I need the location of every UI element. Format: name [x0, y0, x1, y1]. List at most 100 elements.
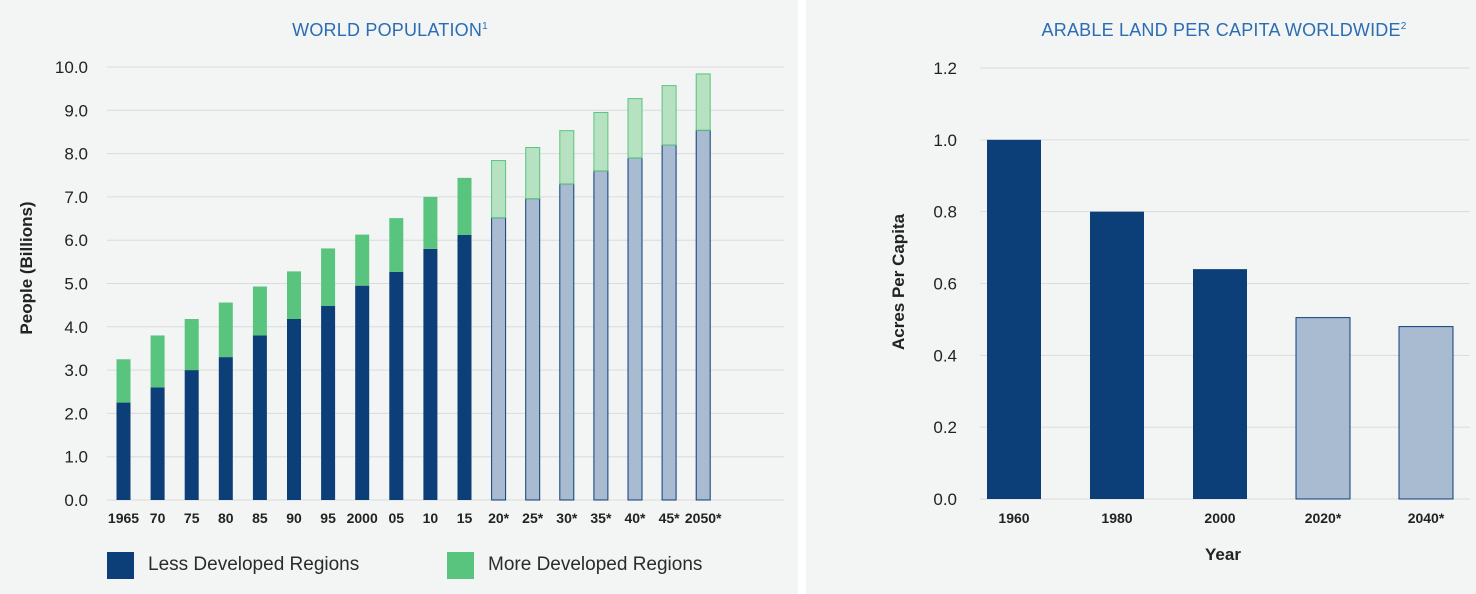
- bar-more-developed: [559, 130, 575, 185]
- world-population-x-tick: 20*: [488, 510, 510, 526]
- world-population-x-tick: 15: [457, 510, 473, 526]
- arable-land-x-tick: 2000: [1204, 510, 1235, 526]
- world-population-x-tick: 2050*: [685, 510, 722, 526]
- arable-land-x-tick: 1980: [1101, 510, 1132, 526]
- arable-land-x-axis-label: Year: [1205, 545, 1241, 564]
- bar-less-developed: [252, 335, 267, 500]
- bar-arable-land: [1090, 211, 1144, 499]
- world-population-x-tick: 40*: [624, 510, 646, 526]
- world-population-x-tick: 80: [218, 510, 234, 526]
- arable-land-x-tick: 2020*: [1305, 510, 1342, 526]
- world-population-panel: WORLD POPULATION1 People (Billions) 0.0 1…: [0, 0, 798, 594]
- bar-less-developed: [627, 157, 643, 501]
- legend-less-developed-label: Less Developed Regions: [148, 554, 360, 575]
- world-population-title-text: WORLD POPULATION: [292, 20, 482, 40]
- world-population-x-tick: 70: [150, 510, 166, 526]
- arable-land-y-tick: 0.4: [933, 346, 957, 365]
- bar-less-developed: [559, 183, 575, 501]
- bar-more-developed: [116, 359, 131, 403]
- bar-less-developed: [525, 198, 541, 501]
- world-population-y-tick: 1.0: [64, 448, 88, 467]
- bar-more-developed: [218, 302, 233, 358]
- bar-more-developed: [423, 196, 438, 249]
- world-population-x-tick: 10: [423, 510, 439, 526]
- arable-land-x-tick: 2040*: [1408, 510, 1445, 526]
- world-population-y-tick: 0.0: [64, 491, 88, 510]
- bar-less-developed: [287, 319, 301, 500]
- legend-less-developed-swatch: [107, 551, 134, 579]
- bar-more-developed: [695, 73, 711, 131]
- bar-more-developed: [457, 177, 472, 236]
- world-population-x-tick: 05: [389, 510, 405, 526]
- world-population-x-tick: 90: [286, 510, 302, 526]
- bar-more-developed: [661, 85, 677, 146]
- bar-less-developed: [695, 129, 711, 501]
- world-population-y-tick: 5.0: [64, 275, 88, 294]
- bar-more-developed: [389, 218, 404, 272]
- bar-more-developed: [184, 319, 199, 371]
- bar-more-developed: [491, 160, 507, 219]
- world-population-x-tick: 85: [252, 510, 268, 526]
- bar-less-developed: [321, 306, 336, 500]
- bar-less-developed: [457, 235, 472, 500]
- arable-land-y-tick: 1.2: [933, 59, 957, 78]
- world-population-x-tick: 95: [320, 510, 336, 526]
- bar-more-developed: [355, 234, 370, 286]
- bar-arable-land: [1398, 326, 1454, 500]
- bar-less-developed: [423, 248, 438, 500]
- bar-more-developed: [287, 271, 301, 320]
- bar-more-developed: [321, 248, 336, 307]
- arable-land-title: ARABLE LAND PER CAPITA WORLDWIDE2: [1042, 20, 1407, 40]
- world-population-x-tick: 1965: [108, 510, 139, 526]
- world-population-x-tick: 25*: [522, 510, 544, 526]
- arable-land-y-tick: 0.0: [933, 490, 957, 509]
- world-population-y-tick: 6.0: [64, 231, 88, 250]
- world-population-chart: WORLD POPULATION1 People (Billions) 0.0 1…: [17, 20, 784, 526]
- world-population-y-tick: 10.0: [55, 58, 88, 77]
- legend-more-developed-swatch: [447, 551, 474, 579]
- bar-more-developed: [525, 147, 541, 200]
- world-population-y-tick: 4.0: [64, 318, 88, 337]
- bar-more-developed: [252, 286, 267, 336]
- world-population-y-axis-label: People (Billions): [17, 201, 36, 334]
- legend-more-developed: More Developed Regions: [447, 548, 702, 582]
- arable-land-y-tick: 0.2: [933, 418, 957, 437]
- world-population-y-tick: 3.0: [64, 361, 88, 380]
- world-population-title: WORLD POPULATION1: [292, 20, 488, 40]
- bar-arable-land: [987, 139, 1041, 500]
- world-population-x-tick: 75: [184, 510, 200, 526]
- arable-land-title-footnote: 2: [1401, 21, 1407, 32]
- arable-land-y-tick: 0.8: [933, 203, 957, 222]
- world-population-x-tick: 35*: [590, 510, 612, 526]
- bar-arable-land: [1193, 269, 1247, 499]
- bar-less-developed: [116, 402, 131, 500]
- bar-more-developed: [593, 111, 609, 172]
- bar-more-developed: [627, 98, 643, 159]
- bar-more-developed: [150, 335, 165, 388]
- arable-land-panel: ARABLE LAND PER CAPITA WORLDWIDE2 Acres …: [806, 0, 1476, 594]
- world-population-x-tick: 30*: [556, 510, 578, 526]
- world-population-title-footnote: 1: [482, 21, 488, 32]
- world-population-y-tick: 8.0: [64, 145, 88, 164]
- bar-less-developed: [218, 357, 233, 500]
- world-population-y-tick: 9.0: [64, 101, 88, 120]
- bar-arable-land: [1295, 317, 1351, 500]
- arable-land-y-tick: 0.6: [933, 275, 957, 294]
- bar-less-developed: [593, 170, 609, 501]
- bar-less-developed: [184, 370, 199, 500]
- bar-less-developed: [389, 271, 404, 500]
- arable-land-chart: ARABLE LAND PER CAPITA WORLDWIDE2 Acres …: [889, 20, 1470, 564]
- arable-land-title-text: ARABLE LAND PER CAPITA WORLDWIDE: [1042, 20, 1401, 40]
- bar-less-developed: [661, 144, 677, 501]
- legend-less-developed: Less Developed Regions: [107, 548, 359, 582]
- bar-less-developed: [150, 387, 165, 500]
- world-population-y-tick: 7.0: [64, 188, 88, 207]
- world-population-y-tick: 2.0: [64, 404, 88, 423]
- arable-land-x-tick: 1960: [998, 510, 1029, 526]
- world-population-x-tick: 2000: [347, 510, 378, 526]
- arable-land-y-tick: 1.0: [933, 131, 957, 150]
- bar-less-developed: [491, 217, 507, 501]
- arable-land-y-axis-label: Acres Per Capita: [889, 213, 908, 350]
- world-population-x-tick: 45*: [659, 510, 681, 526]
- legend-more-developed-label: More Developed Regions: [488, 554, 703, 575]
